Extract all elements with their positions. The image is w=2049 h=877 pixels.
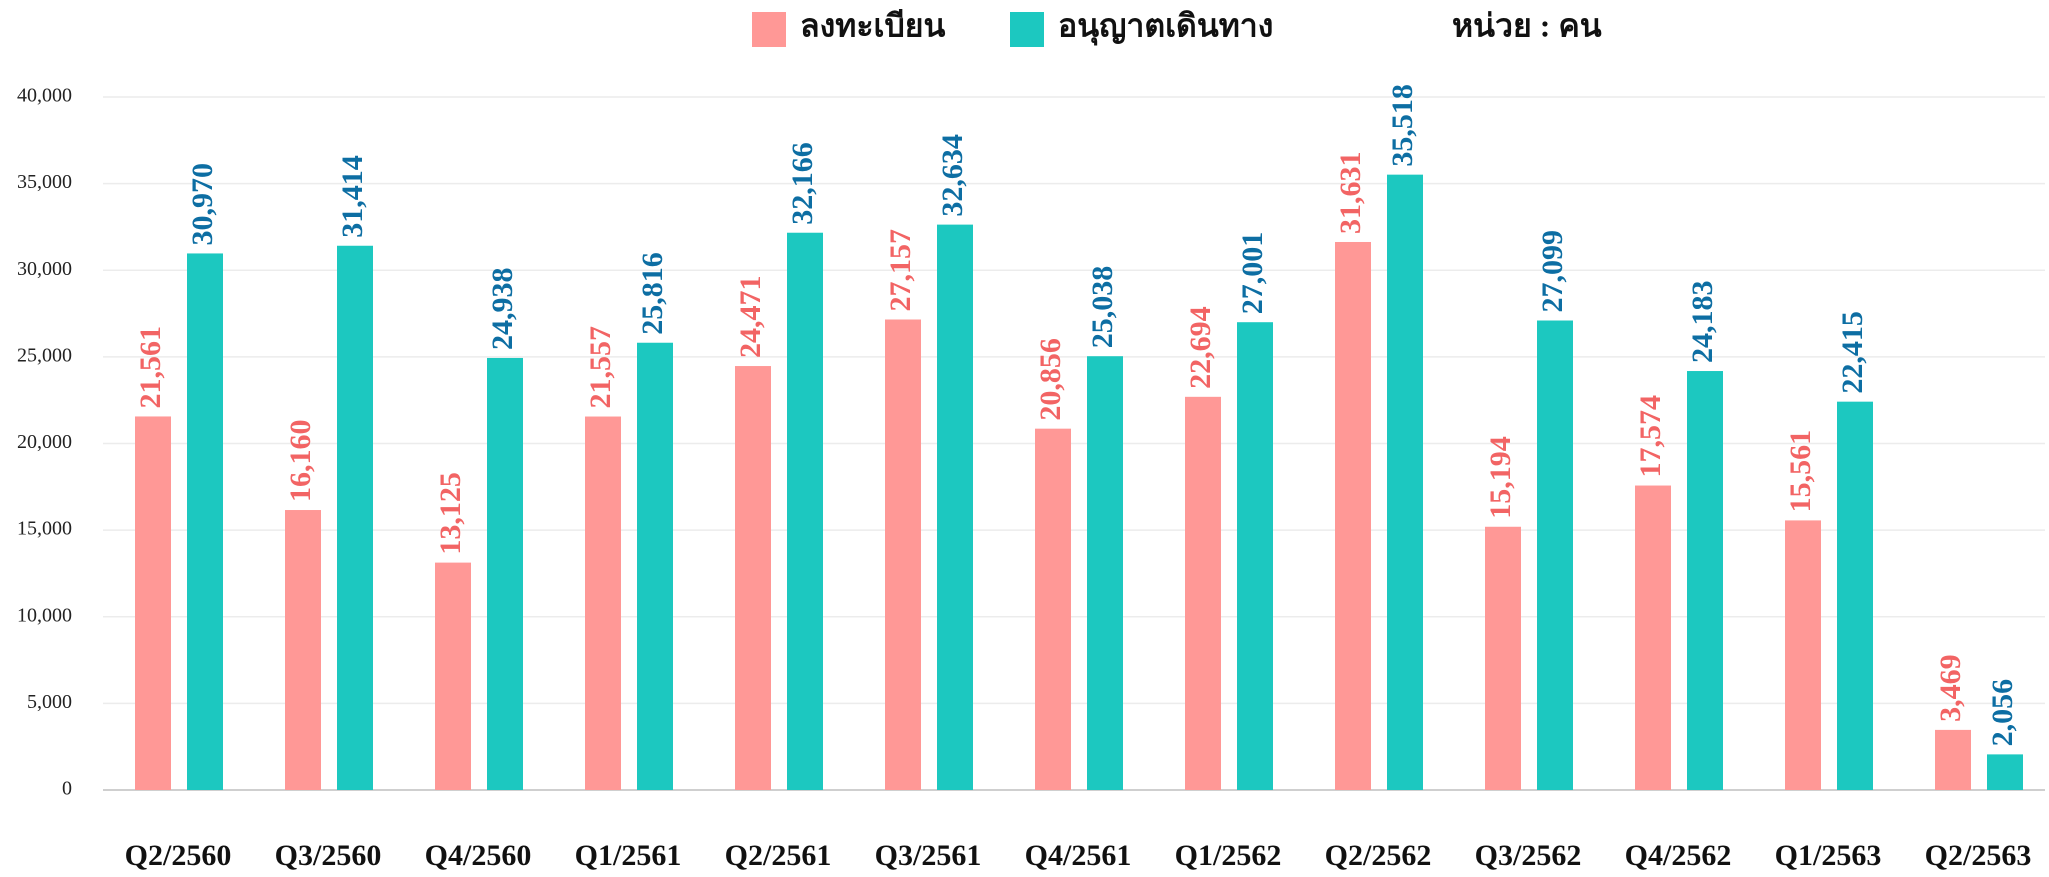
bar [1087,356,1123,790]
value-label: 32,634 [936,134,969,217]
legend-swatch [752,12,786,47]
y-tick-label: 20,000 [17,431,72,453]
x-tick-label: Q4/2560 [425,839,532,872]
x-tick-label: Q3/2561 [875,839,982,872]
y-tick-label: 15,000 [17,518,72,540]
bar [937,224,973,790]
y-tick-label: 10,000 [17,604,72,626]
bar [585,416,621,790]
y-tick-label: 35,000 [17,171,72,193]
bar [735,366,771,790]
legend-label: ลงทะเบียน [800,7,946,43]
x-tick-label: Q4/2562 [1625,839,1732,872]
y-tick-label: 25,000 [17,344,72,366]
value-label: 15,194 [1484,436,1517,519]
value-label: 24,938 [486,267,519,350]
value-label: 27,099 [1536,230,1569,313]
bar [1837,401,1873,790]
x-tick-label: Q1/2563 [1775,839,1882,872]
bar [435,562,471,790]
bar [135,416,171,790]
bar [487,357,523,790]
bar [1387,174,1423,791]
x-tick-label: Q3/2560 [275,839,382,872]
value-label: 25,038 [1086,266,1119,349]
bar [1987,754,2023,790]
legend-label: อนุญาตเดินทาง [1058,7,1273,46]
x-tick-label: Q1/2562 [1175,839,1282,872]
bar [1185,396,1221,790]
bar [637,342,673,790]
value-label: 13,125 [434,472,467,555]
value-label: 31,631 [1334,151,1367,234]
bar [787,232,823,790]
bar [885,319,921,790]
unit-note: หน่วย : คน [1452,7,1602,43]
bar [1485,526,1521,790]
x-tick-label: Q2/2562 [1325,839,1432,872]
bar [1785,520,1821,790]
bar [337,245,373,791]
bar [1635,485,1671,790]
value-label: 17,574 [1634,395,1667,478]
x-tick-label: Q2/2560 [125,839,232,872]
value-label: 35,518 [1386,84,1419,167]
y-tick-label: 30,000 [17,258,72,280]
value-label: 27,001 [1236,232,1269,315]
value-label: 21,561 [134,326,167,409]
bar [1237,322,1273,790]
bar [1335,241,1371,790]
value-label: 22,694 [1184,306,1217,389]
value-label: 24,471 [734,276,767,359]
value-label: 27,157 [884,229,917,312]
value-label: 25,816 [636,252,669,335]
y-tick-label: 0 [62,778,72,800]
value-label: 22,415 [1836,311,1869,394]
x-tick-label: Q1/2561 [575,839,682,872]
value-label: 21,557 [584,326,617,409]
value-label: 16,160 [284,420,317,503]
bar [1687,371,1723,790]
value-label: 3,469 [1934,654,1967,722]
bar [1935,729,1971,790]
value-label: 15,561 [1784,430,1817,513]
value-label: 20,856 [1034,338,1067,421]
legend-swatch [1010,12,1044,47]
y-tick-label: 5,000 [27,691,72,713]
y-tick-label: 40,000 [17,85,72,107]
value-label: 30,970 [186,163,219,246]
value-label: 32,166 [786,142,819,225]
x-tick-label: Q2/2561 [725,839,832,872]
value-label: 24,183 [1686,281,1719,364]
x-tick-label: Q4/2561 [1025,839,1132,872]
x-tick-label: Q2/2563 [1925,839,2032,872]
bar [187,253,223,790]
value-label: 31,414 [336,155,369,238]
bar [285,510,321,790]
x-tick-label: Q3/2562 [1475,839,1582,872]
value-label: 2,056 [1986,679,2019,747]
bar [1035,428,1071,790]
bar [1537,320,1573,790]
